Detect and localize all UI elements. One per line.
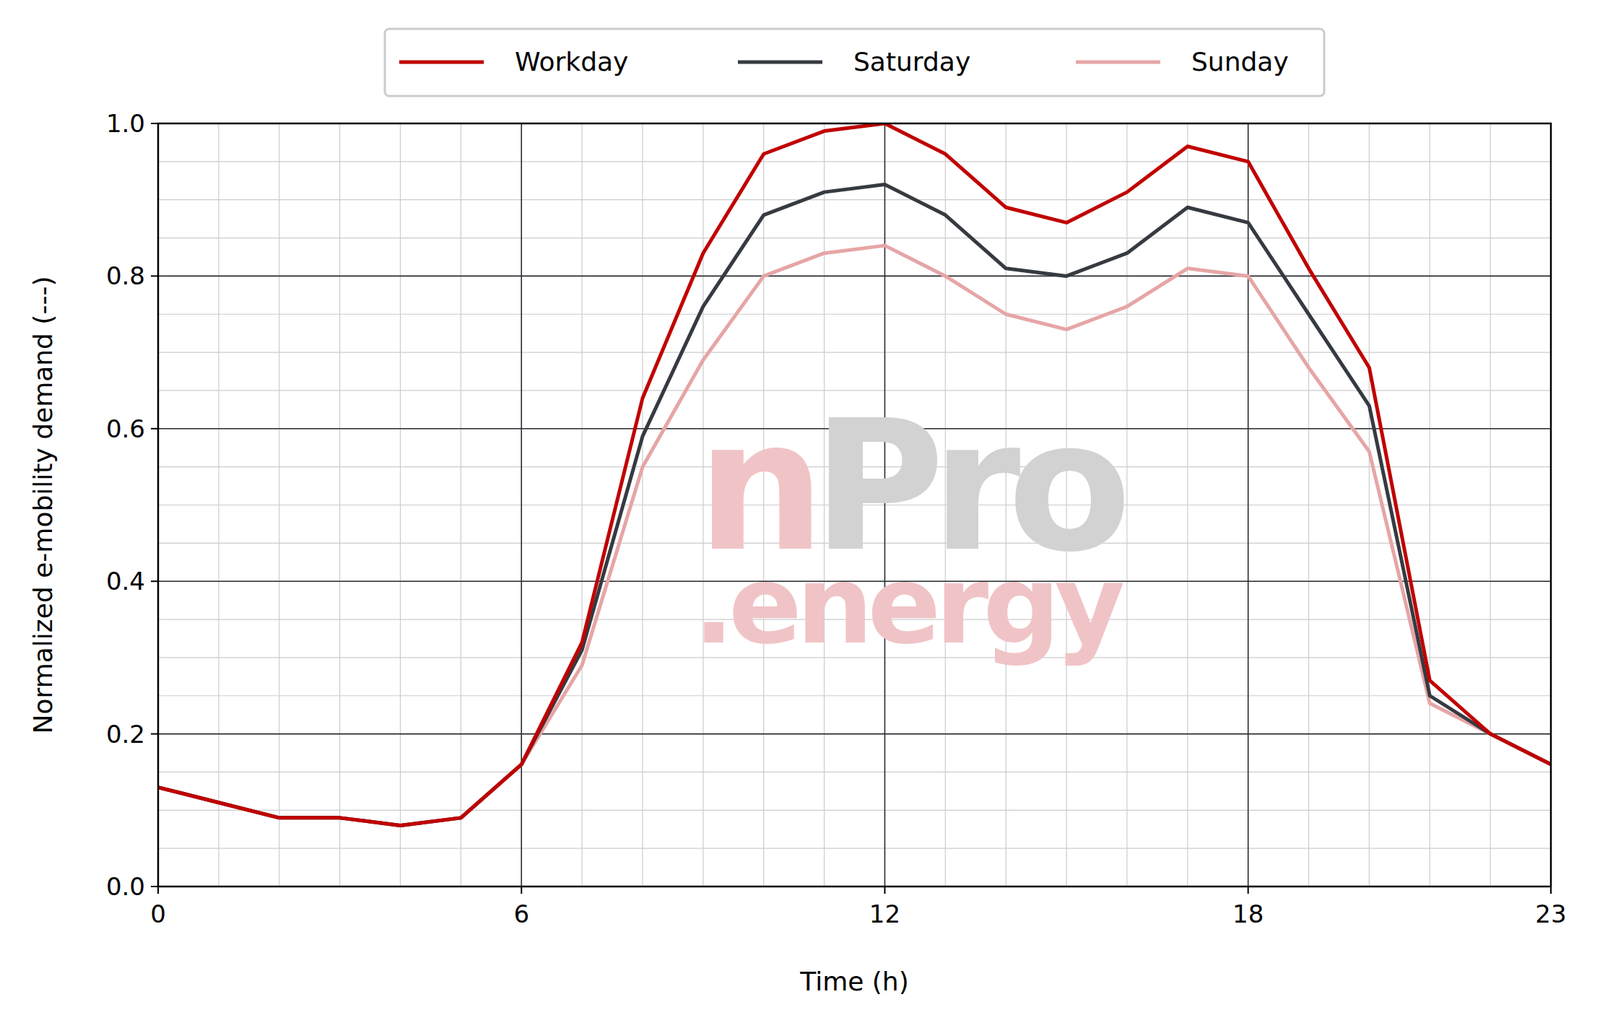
tick-label-y: 0.0	[106, 872, 146, 902]
minor-grid-y	[158, 848, 1551, 850]
tick-x	[157, 886, 159, 894]
series-group	[158, 123, 1551, 826]
legend-swatch	[399, 60, 484, 65]
tick-label-y: 0.8	[106, 261, 146, 291]
tick-y	[150, 275, 159, 277]
tick-y	[150, 122, 159, 125]
tick-x	[1247, 886, 1250, 894]
legend-swatch	[1075, 60, 1161, 65]
series-line	[158, 184, 1551, 826]
minor-grid-y	[158, 275, 1551, 277]
tick-label-x: 23	[1535, 899, 1567, 929]
series-line	[158, 123, 1551, 826]
minor-grid-x	[521, 123, 523, 887]
chart: 061218230.00.20.40.60.81.0nPro.energyTim…	[0, 0, 1600, 1028]
tick-label-x: 0	[150, 899, 167, 929]
legend-label: Sunday	[1191, 46, 1289, 77]
tick-x	[520, 886, 523, 894]
legend-box	[384, 28, 1325, 97]
minor-grid-y	[158, 733, 1551, 735]
grid-y	[158, 733, 1551, 736]
tick-label-y: 0.2	[106, 719, 146, 749]
minor-grid-y	[158, 237, 1551, 239]
tick-y	[150, 733, 159, 736]
grid-x	[520, 123, 523, 887]
grid-y	[158, 275, 1551, 278]
grid-x	[1247, 123, 1250, 887]
legend: Workday Saturday Sunday	[384, 28, 1325, 97]
tick-label-y: 0.6	[106, 414, 146, 444]
tick-label-x: 12	[869, 899, 901, 929]
y-axis-label: Normalized e-mobility demand (---)	[28, 276, 58, 735]
tick-label-y: 1.0	[106, 109, 146, 138]
tick-x	[1550, 886, 1552, 894]
tick-y	[150, 885, 159, 888]
minor-grid-y	[158, 352, 1551, 354]
tick-label-x: 6	[513, 899, 530, 929]
minor-grid-y	[158, 314, 1551, 315]
tick-y	[150, 580, 159, 582]
tick-label-y: 0.4	[106, 566, 146, 596]
tick-label-x: 18	[1232, 899, 1264, 929]
legend-label: Saturday	[853, 46, 971, 77]
legend-label: Workday	[514, 46, 629, 77]
watermark-energy: .energy	[693, 542, 1125, 668]
legend-swatch	[737, 60, 823, 65]
x-axis-label: Time (h)	[799, 966, 909, 997]
tick-x	[883, 886, 886, 894]
minor-grid-y	[158, 771, 1551, 773]
minor-grid-y	[158, 199, 1551, 200]
minor-grid-x	[1247, 123, 1249, 887]
minor-grid-y	[158, 695, 1551, 697]
minor-grid-y	[158, 810, 1551, 811]
plot-frame	[158, 123, 1551, 887]
tick-y	[150, 428, 159, 430]
series-line	[158, 245, 1551, 826]
minor-grid-y	[158, 161, 1551, 162]
